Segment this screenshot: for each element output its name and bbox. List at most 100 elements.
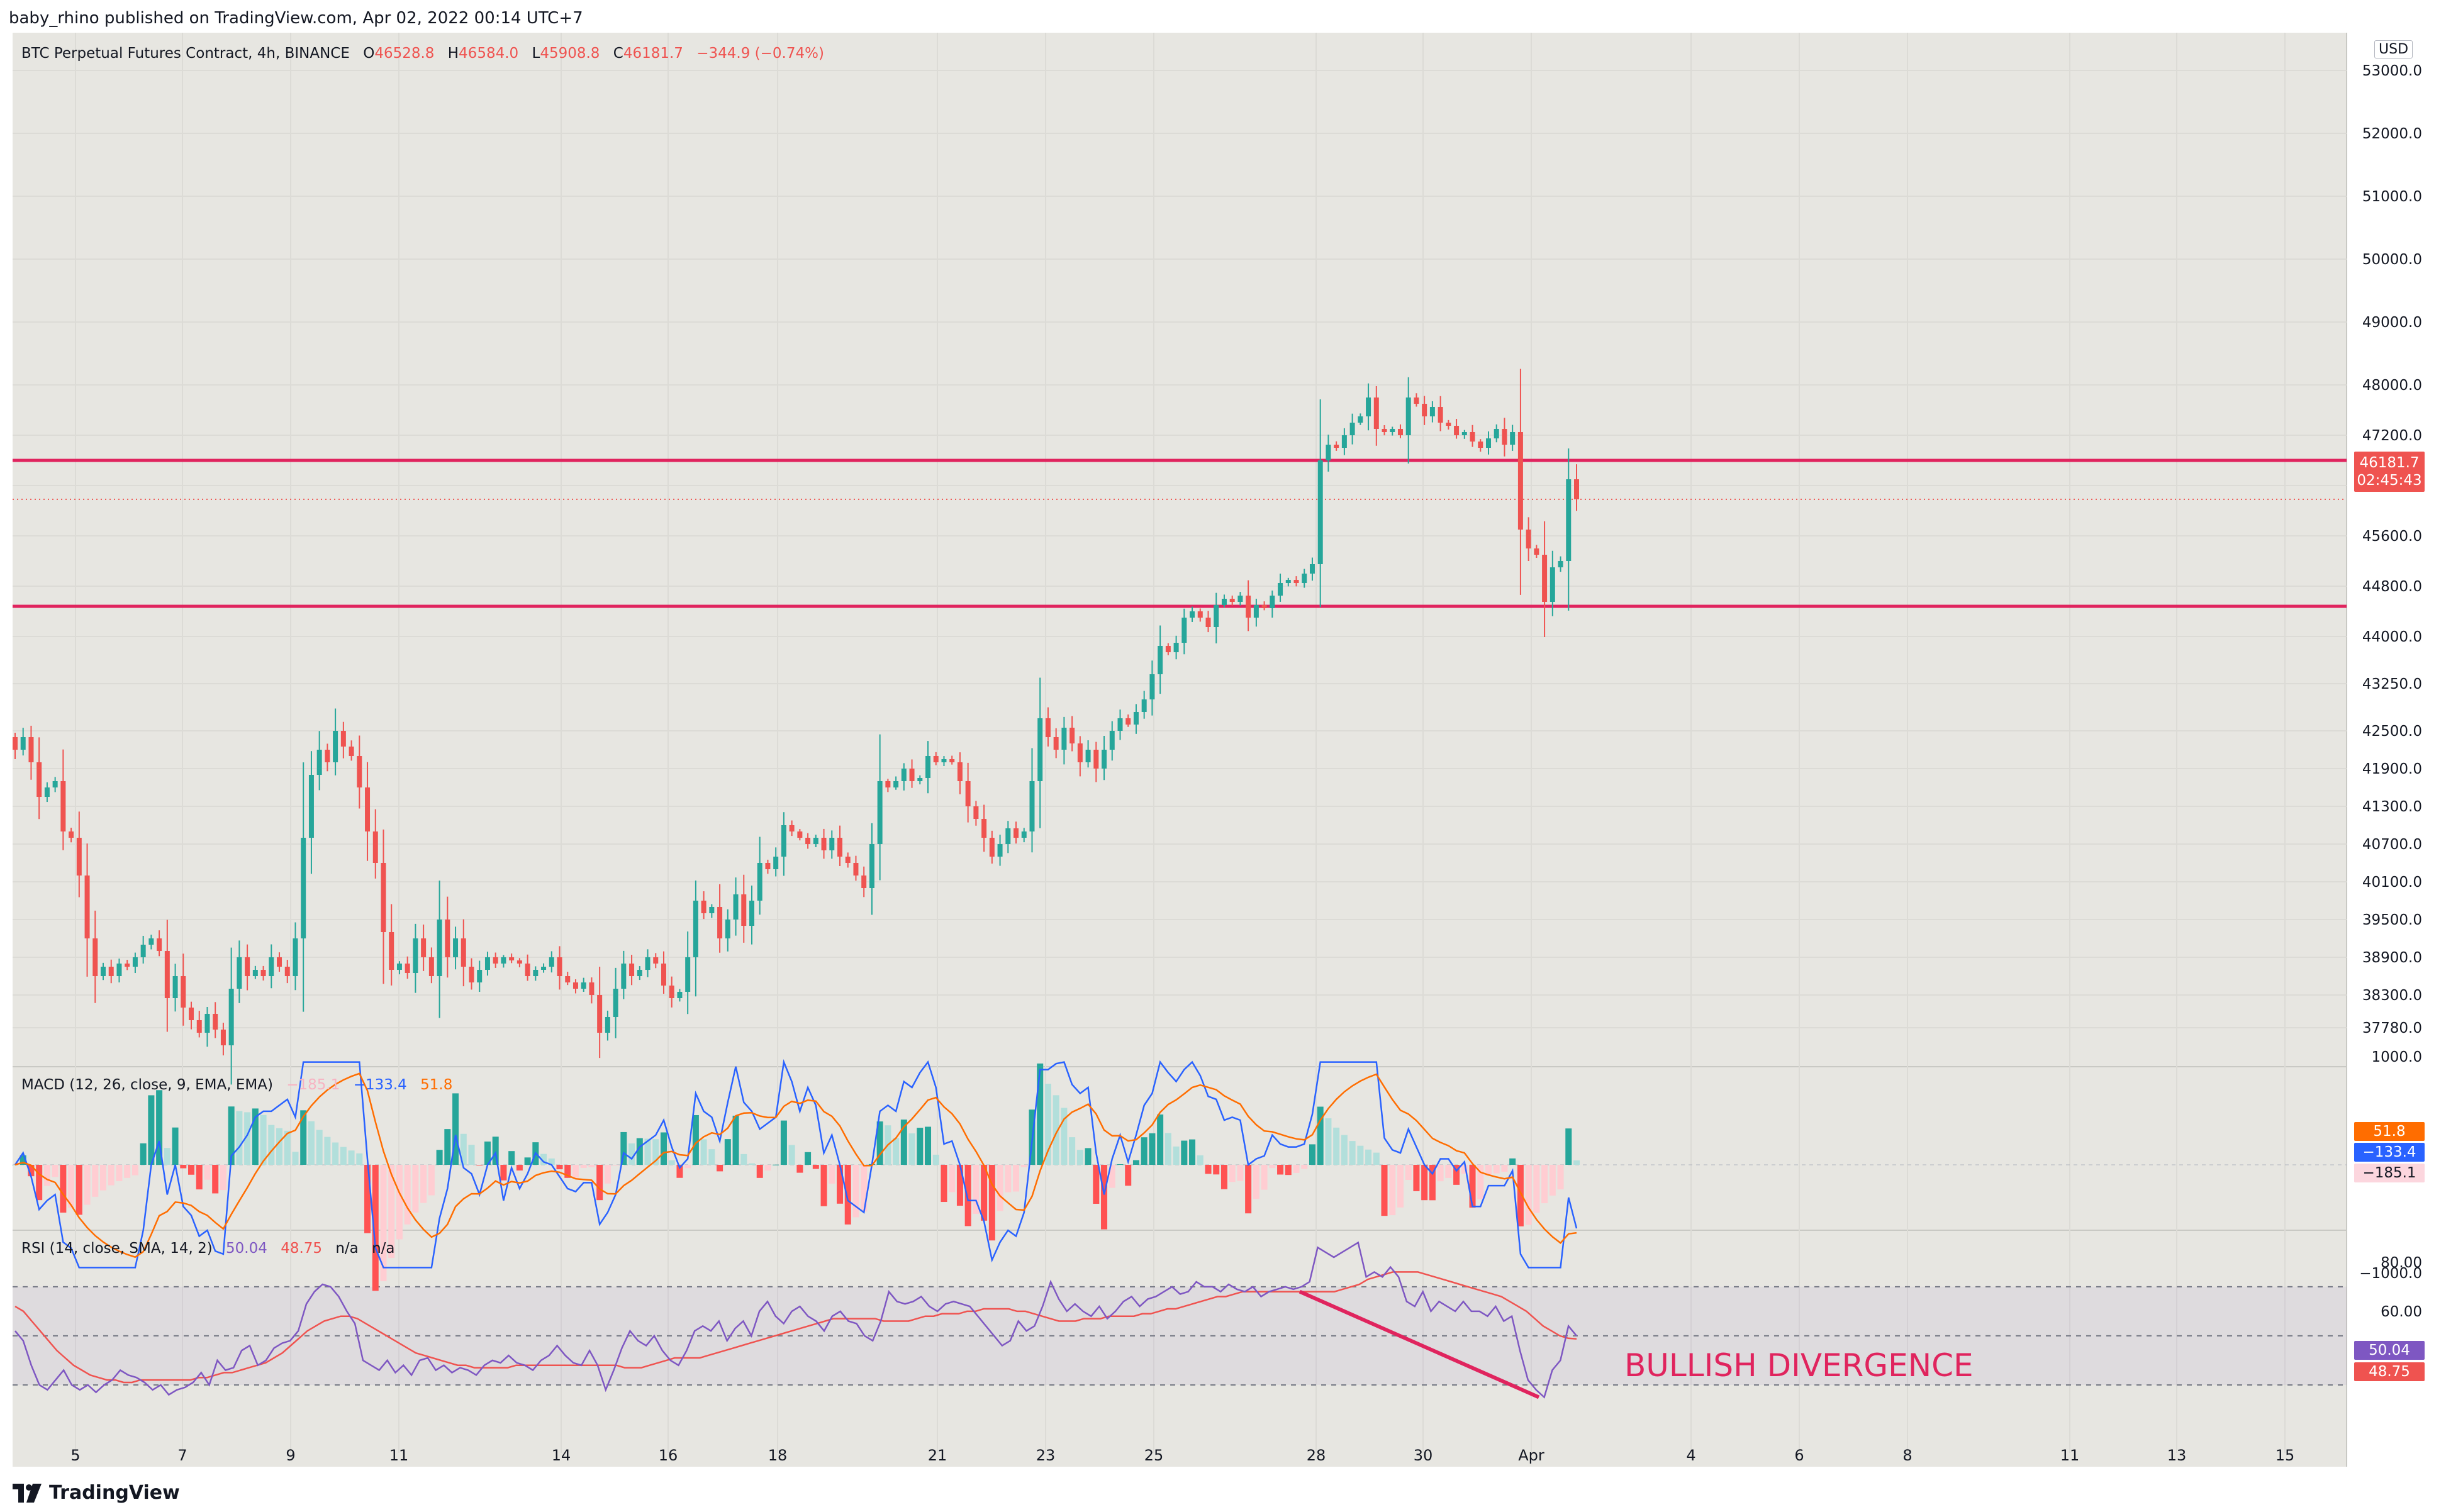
macd-histogram-bar [508,1151,515,1165]
macd-histogram-bar [1237,1165,1244,1181]
candle-body [245,957,250,976]
candle-body [1382,429,1387,432]
macd-histogram-bar [861,1165,868,1212]
macd-pane [12,1059,2347,1291]
candle-body [1246,596,1251,618]
candle [885,779,891,792]
candle-body [669,986,674,998]
candle-body [1485,438,1491,448]
candle [445,896,450,978]
candle [213,1002,218,1038]
macd-histogram-bar [268,1125,275,1165]
candle-body [933,756,939,762]
macd-histogram-bar [540,1153,547,1165]
macd-histogram-bar [949,1165,956,1192]
macd-signal-line [14,1072,1577,1259]
macd-histogram-bar [180,1165,187,1169]
candle-body [661,964,666,986]
candle [1053,728,1059,759]
price-tick: 44800.0 [2362,579,2422,595]
macd-histogram-bar [700,1139,707,1165]
candle-body [20,737,26,750]
time-tick: 7 [177,1447,187,1464]
candle [349,740,354,761]
macd-histogram-bar [1341,1135,1348,1165]
candle-body [533,970,539,976]
rsi-line [14,1241,1577,1399]
macd-histogram-bar [1013,1165,1020,1192]
price-axis[interactable]: 53000.0 52000.0 51000.0 50000.0 49000.0 48000… [2359,63,2422,1320]
candle-body [453,938,459,957]
macd-name[interactable]: MACD (12, 26, close, 9, EMA, EMA) [21,1077,273,1093]
candle [405,956,410,979]
macd-histogram-bar [628,1143,635,1165]
candle-body [821,838,827,850]
candle [797,829,803,841]
candle [52,777,58,792]
candle-body [725,920,730,938]
rsi-extra-2: n/a [372,1240,395,1257]
macd-histogram-bar [1461,1165,1468,1174]
candle [228,947,234,1085]
candle [1558,556,1563,572]
currency-label[interactable]: USD [2374,40,2413,58]
macd-histogram-bar [1429,1165,1436,1201]
candle-body [749,901,754,926]
tradingview-logo[interactable]: TradingView [13,1482,180,1504]
time-tick: 14 [552,1447,571,1464]
time-axis[interactable]: 5 7 9 11 14 16 18 21 23 25 28 30 Apr 4 6 8 11 13 15 [70,1447,2294,1464]
price-tick: 50000.0 [2362,252,2422,268]
candle-body [1158,646,1163,674]
macd-histogram-bar [636,1138,643,1165]
macd-histogram-bar [1253,1165,1259,1199]
candle [965,762,971,823]
macd-histogram-bar [332,1142,339,1165]
macd-histogram-bar [668,1160,675,1165]
macd-histogram-bar [981,1165,988,1221]
candle [1293,576,1299,587]
candle-body [941,759,947,762]
candle-body [293,938,298,976]
candle-body [1069,728,1075,743]
rsi-name[interactable]: RSI (14, close, SMA, 14, 2) [21,1240,213,1257]
candle [933,752,939,765]
candle-body [1334,445,1339,448]
macd-histogram-bar [1044,1084,1051,1165]
macd-histogram-bar [116,1165,123,1182]
candle [1237,592,1243,606]
candle-body [581,982,586,989]
candle-body [637,970,642,976]
candle [28,725,34,780]
candle [893,776,899,790]
macd-histogram-bar [236,1111,243,1165]
macd-histogram-bar [652,1139,659,1165]
candle-body [84,876,90,938]
candle [293,922,298,991]
macd-histogram-bar [1197,1155,1203,1165]
candle-body [645,957,651,970]
macd-histogram-bar [1157,1114,1164,1165]
candle-body [1405,397,1411,435]
candle [389,904,394,986]
candle-body [108,967,114,976]
macd-histogram-bar [676,1165,683,1178]
candle-body [333,731,338,762]
macd-histogram-bar [68,1165,75,1208]
macd-histogram-bar [1421,1165,1428,1201]
price-tick: 53000.0 [2362,63,2422,79]
symbol-label[interactable]: BTC Perpetual Futures Contract, 4h, BINA… [21,45,350,62]
candle-body [196,1020,202,1033]
macd-histogram-bar [52,1165,59,1177]
macd-histogram-bar [1557,1165,1564,1190]
rsi-ma-value: 48.75 [281,1240,323,1257]
time-tick: 9 [286,1447,295,1464]
macd-histogram-bar [620,1131,627,1165]
candle-body [1309,564,1315,574]
candle-body [181,976,186,1008]
macd-histogram-bar [492,1137,499,1165]
candle-body [189,1008,194,1020]
candle [1429,401,1435,423]
candle-body [44,787,50,797]
candle [84,843,90,977]
